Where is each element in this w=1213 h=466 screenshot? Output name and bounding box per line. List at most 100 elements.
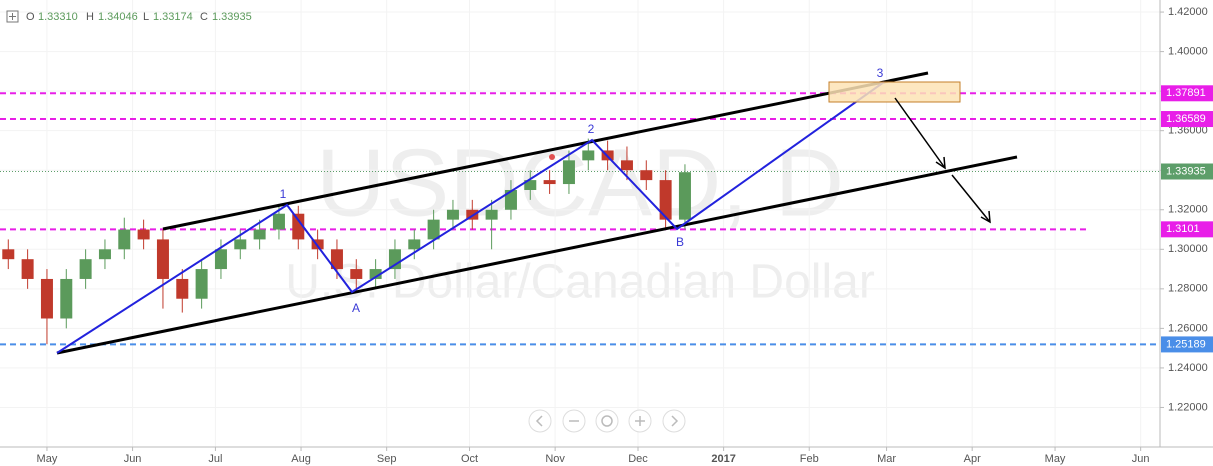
price-label: 1.25189 <box>1166 338 1206 350</box>
ohlc-value: 1.34046 <box>98 11 138 23</box>
ohlc-value: 1.33310 <box>38 11 78 23</box>
candle-body <box>272 213 285 230</box>
candle-body <box>234 239 247 250</box>
candle-body <box>156 239 169 279</box>
x-tick-label: Dec <box>628 453 648 465</box>
candle-body <box>485 209 498 220</box>
candle-body <box>176 278 189 299</box>
candle-body <box>543 180 556 185</box>
candle-body <box>369 269 382 279</box>
x-tick-label: May <box>1045 453 1066 465</box>
candle-body <box>620 160 633 171</box>
wave-label: A <box>352 301 360 315</box>
candle-body <box>60 278 73 319</box>
candle-body <box>292 213 305 240</box>
zoom-controls <box>528 409 686 433</box>
candle-body <box>79 259 92 279</box>
ohlc-key: L <box>143 11 149 23</box>
candle-body <box>678 172 691 220</box>
target-zone <box>828 81 961 103</box>
candle-body <box>408 239 421 250</box>
y-tick-label: 1.26000 <box>1168 322 1208 334</box>
x-tick-label: Sep <box>377 453 397 465</box>
wave-label: 3 <box>877 66 884 80</box>
x-tick-label: Nov <box>545 453 565 465</box>
candle-body <box>659 180 672 220</box>
candle-body <box>446 209 459 220</box>
header: O 1.33310 H 1.34046 L 1.33174 C 1.33935 <box>6 10 252 23</box>
price-label-bg <box>1161 163 1213 180</box>
y-tick-label: 1.36000 <box>1168 125 1208 137</box>
candle-body <box>118 229 131 250</box>
axes: 1.22000 1.24000 1.26000 1.28000 1.30000 1.320… <box>37 6 1213 465</box>
candle-body <box>137 229 150 240</box>
price-label: 1.3101 <box>1166 223 1200 235</box>
x-tick-label: Jun <box>1132 453 1150 465</box>
channel-upper <box>162 71 929 231</box>
x-tick-label: Mar <box>877 453 896 465</box>
ohlc-key: H <box>86 11 94 23</box>
candle-body <box>214 249 227 270</box>
candle-body <box>2 249 15 260</box>
price-label-bg <box>1161 336 1213 353</box>
candle-body <box>195 269 208 299</box>
ohlc-key: C <box>200 11 208 23</box>
grid <box>0 0 1160 447</box>
candle-body <box>98 249 111 260</box>
arrow <box>894 97 946 169</box>
price-lines <box>0 92 1160 346</box>
arrow-head <box>980 210 991 224</box>
marker <box>549 154 555 160</box>
y-tick-label: 1.22000 <box>1168 401 1208 413</box>
candle-body <box>427 219 440 240</box>
x-tick-label: Feb <box>800 453 819 465</box>
arrow <box>951 174 991 223</box>
candle-body <box>330 249 343 270</box>
price-label-bg <box>1161 85 1213 102</box>
ohlc-key: O <box>26 11 35 23</box>
candle-body <box>253 229 266 240</box>
wave-label: 2 <box>588 122 595 136</box>
price-label: 1.37891 <box>1166 87 1206 99</box>
candle-body <box>388 249 401 270</box>
wave-line <box>56 81 885 354</box>
x-tick-label: Oct <box>461 453 478 465</box>
x-tick-label: May <box>37 453 58 465</box>
ohlc-value: 1.33935 <box>212 11 252 23</box>
candle-body <box>562 160 575 185</box>
candle-body <box>21 259 34 279</box>
price-label-bg <box>1161 221 1213 238</box>
x-tick-label: Aug <box>291 453 311 465</box>
y-tick-label: 1.28000 <box>1168 283 1208 295</box>
candle-body <box>524 180 537 190</box>
drawings: 1 A 2 B 3 <box>56 66 1018 355</box>
wave-label: B <box>676 235 684 249</box>
price-label: 1.36589 <box>1166 113 1206 125</box>
scroll-left-button[interactable] <box>528 409 552 433</box>
reset-button[interactable] <box>595 409 619 433</box>
watermark-subtitle: U.S. Dollar/Canadian Dollar <box>285 256 875 309</box>
candle-body <box>350 269 363 279</box>
channel-lower <box>56 155 1018 355</box>
x-tick-label: Apr <box>964 453 981 465</box>
price-label-bg <box>1161 111 1213 128</box>
x-tick-label: 2017 <box>711 453 735 465</box>
candle-body <box>582 150 595 161</box>
wave-label: 1 <box>280 187 287 201</box>
icon <box>601 415 613 427</box>
scroll-right-button[interactable] <box>662 409 686 433</box>
y-tick-label: 1.40000 <box>1168 46 1208 58</box>
y-tick-label: 1.30000 <box>1168 243 1208 255</box>
candles <box>2 138 691 345</box>
icon <box>535 415 543 427</box>
x-tick-label: Jun <box>124 453 142 465</box>
candle-body <box>40 278 53 319</box>
y-tick-label: 1.24000 <box>1168 362 1208 374</box>
y-tick-label: 1.42000 <box>1168 6 1208 18</box>
icon <box>671 415 679 427</box>
candle-body <box>640 170 653 181</box>
candle-body <box>504 189 517 210</box>
y-tick-label: 1.32000 <box>1168 204 1208 216</box>
